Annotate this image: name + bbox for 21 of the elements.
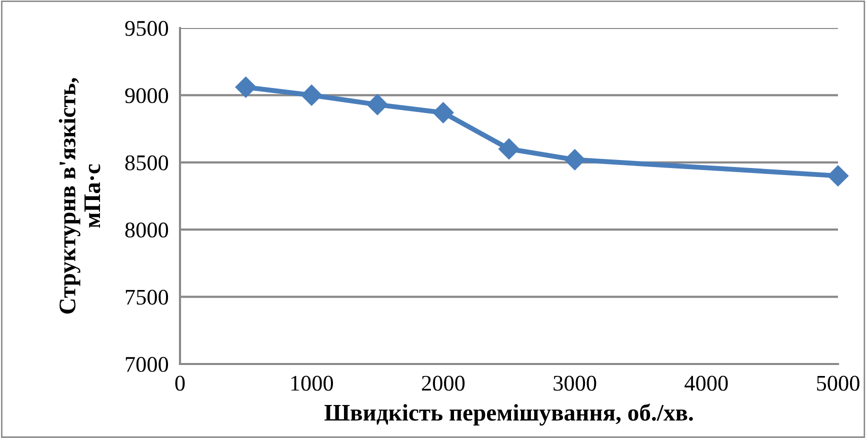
y-tick-label: 7000 [126,356,168,372]
point [498,138,520,160]
x-tick-label: 2000 [422,376,465,391]
point [432,102,454,124]
x-tick-label: 3000 [554,376,596,391]
x-tick-label: 5000 [817,376,860,391]
y-tick-label: 8000 [125,222,168,238]
point [827,165,849,186]
point [366,94,388,116]
y-tick-label: 7500 [126,290,168,305]
x-axis-title: Швидкість перемішування, об./хв. [324,404,693,426]
x-tick-label: 1000 [291,376,333,391]
y-tick-label: 9000 [125,88,168,104]
point [301,84,322,106]
y-tick-label: 9500 [125,20,168,36]
x-tick-label: 0 [175,376,185,391]
point [564,149,586,170]
point [235,76,256,98]
x-tick-label: 4000 [684,376,728,391]
y-tick-label: 8500 [125,155,168,170]
y-axis-title: Структурнв в'язкість, мПа·с [58,78,100,314]
